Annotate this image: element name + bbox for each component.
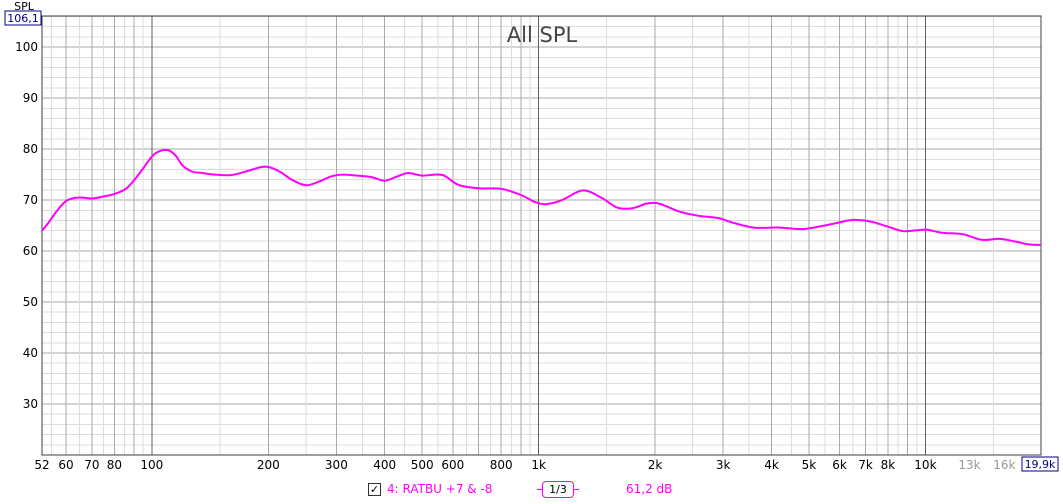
x-tick-label: 800 (490, 458, 513, 472)
x-tick-label: 3k (716, 458, 731, 472)
x-tick-label: 10k (914, 458, 936, 472)
x-tick-label: 70 (84, 458, 99, 472)
y-axis-ticks: 30 40 50 60 70 80 90 100 (15, 40, 38, 411)
x-tick-label: 7k (858, 458, 873, 472)
x-tick-label: 6k (832, 458, 847, 472)
y-tick-label: 100 (15, 40, 38, 54)
x-tick-label: 80 (107, 458, 122, 472)
y-axis-unit-label: SPL (14, 0, 35, 13)
spl-chart: 30 40 50 60 70 80 90 100 52 60 70 80 100 200 300 400 50… (4, 0, 1059, 472)
x-tick-label: 1k (531, 458, 546, 472)
x-tick-label: 200 (257, 458, 280, 472)
x-tick-label: 300 (325, 458, 348, 472)
y-tick-label: 60 (23, 244, 38, 258)
x-tick-label: 2k (648, 458, 663, 472)
y-tick-label: 90 (23, 91, 38, 105)
x-tick-label: 16k (993, 458, 1015, 472)
y-tick-label: 30 (23, 397, 38, 411)
decade-lines (151, 16, 926, 455)
x-tick-label: 4k (764, 458, 779, 472)
x-tick-label: 5k (802, 458, 817, 472)
x-tick-label: 60 (58, 458, 73, 472)
x-tick-label: 600 (441, 458, 464, 472)
x-tick-label: 8k (881, 458, 896, 472)
y-tick-label: 70 (23, 193, 38, 207)
x-tick-label: 13k (958, 458, 980, 472)
y-top-boxed-label[interactable]: 106,1 (4, 10, 42, 26)
spl-curve-ratbu (41, 148, 1042, 246)
smoothing-connector-right (573, 489, 579, 490)
x-tick-label: 400 (373, 458, 396, 472)
legend-series-name[interactable]: 4: RATBU +7 & -8 (387, 482, 493, 496)
x-right-value: 19,9k (1025, 458, 1056, 471)
cursor-value-readout: 61,2 dB (626, 482, 673, 496)
series-visibility-checkbox[interactable]: ✓ (368, 483, 381, 496)
plot-area-border (41, 15, 1042, 456)
chart-title: All SPL (507, 23, 578, 47)
grid (42, 16, 1041, 455)
y-tick-label: 80 (23, 142, 38, 156)
x-tick-label: 52 (34, 458, 49, 472)
x-tick-label: 100 (140, 458, 163, 472)
y-tick-label: 50 (23, 295, 38, 309)
x-axis-ticks: 52 60 70 80 100 200 300 400 500 600 800 1k 2k 3k 4k 5k 6… (34, 458, 1015, 472)
legend-bar (0, 478, 1063, 504)
y-tick-label: 40 (23, 346, 38, 360)
smoothing-connector-left (537, 489, 543, 490)
smoothing-selector[interactable]: 1/3 (542, 481, 574, 498)
x-tick-label: 500 (411, 458, 434, 472)
y-top-value: 106,1 (7, 12, 39, 25)
x-right-boxed-label[interactable]: 19,9k (1021, 456, 1059, 472)
